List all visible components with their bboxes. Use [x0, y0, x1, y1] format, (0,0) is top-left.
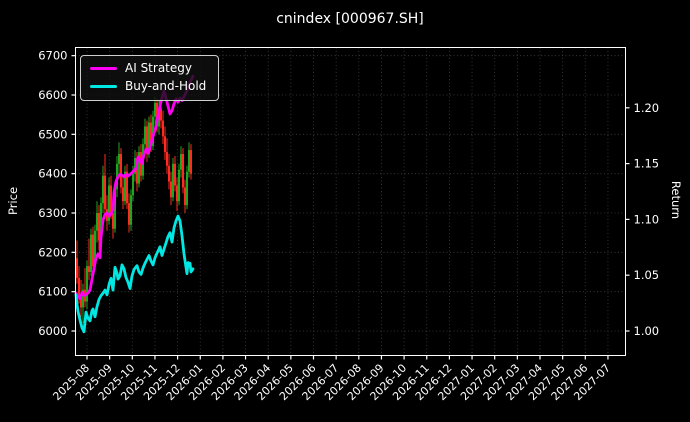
- candle-down: [160, 108, 162, 121]
- plot-border: [75, 47, 626, 356]
- candle-up: [148, 122, 150, 154]
- candle-down: [164, 136, 166, 153]
- y-axis-label-return: Return: [669, 181, 683, 219]
- candle-up: [154, 102, 156, 117]
- candle-up: [114, 189, 116, 229]
- candle-up: [178, 169, 180, 202]
- candle-down: [150, 122, 152, 147]
- candle-up: [96, 213, 98, 231]
- return-tick-label: 1.20: [634, 101, 660, 115]
- return-tick-label: 1.00: [634, 324, 660, 338]
- chart-title: cnindex [000967.SH]: [276, 11, 424, 27]
- candle-up: [134, 157, 136, 174]
- candle-up: [186, 171, 188, 206]
- legend: AI Strategy Buy-and-Hold: [80, 55, 220, 101]
- candle-down: [162, 120, 164, 137]
- candle-up: [94, 230, 96, 267]
- candle-up: [102, 175, 104, 204]
- candle-down: [166, 152, 168, 166]
- candle-up: [124, 171, 126, 202]
- candle-down: [136, 157, 138, 184]
- legend-label-ai-strategy: AI Strategy: [125, 61, 192, 75]
- candle-down: [104, 175, 106, 210]
- candle-down: [98, 213, 100, 241]
- return-tick-label: 1.10: [634, 212, 660, 226]
- candle-down: [126, 171, 128, 204]
- candle-up: [86, 266, 88, 302]
- candle-down: [78, 277, 80, 298]
- candle-up: [82, 289, 84, 308]
- candle-down: [190, 150, 192, 174]
- price-tick-label: 6200: [38, 245, 67, 259]
- legend-label-buy-and-hold: Buy-and-Hold: [125, 79, 207, 93]
- candle-down: [122, 187, 124, 202]
- candle-down: [120, 154, 122, 188]
- candle-down: [170, 181, 172, 198]
- ai-strategy-line-swatch-icon: [90, 67, 117, 70]
- candle-down: [128, 203, 130, 225]
- price-tick-label: 6600: [38, 88, 67, 102]
- candle-down: [76, 258, 78, 278]
- buy-and-hold-line: [74, 214, 195, 334]
- candle-down: [182, 154, 184, 188]
- candle-down: [88, 266, 90, 272]
- candle-down: [176, 185, 178, 202]
- candle-up: [90, 234, 92, 272]
- price-tick-label: 6000: [38, 324, 67, 338]
- candle-down: [146, 126, 148, 154]
- candle-up: [132, 173, 134, 196]
- candle-up: [108, 185, 110, 221]
- legend-item-buy-and-hold: Buy-and-Hold: [90, 79, 206, 94]
- price-tick-label: 6500: [38, 127, 67, 141]
- candle-down: [174, 163, 176, 186]
- candle-down: [112, 213, 114, 229]
- candle-up: [188, 150, 190, 172]
- candle-down: [184, 187, 186, 206]
- y-axis-label-price: Price: [6, 187, 20, 215]
- candle-up: [144, 126, 146, 145]
- candle-up: [172, 163, 174, 198]
- candle-down: [110, 185, 112, 213]
- candle-up: [100, 203, 102, 241]
- candle-down: [80, 297, 82, 308]
- price-tick-label: 6400: [38, 167, 67, 181]
- candle-up: [130, 195, 132, 225]
- candle-up: [138, 152, 140, 184]
- ai-strategy-line: [74, 74, 195, 301]
- price-tick-label: 6700: [38, 49, 67, 63]
- candle-down: [168, 165, 170, 182]
- return-tick-label: 1.05: [634, 268, 660, 282]
- candle-up: [180, 154, 182, 170]
- candle-down: [92, 234, 94, 267]
- price-tick-label: 6100: [38, 285, 67, 299]
- buy-and-hold-line-swatch-icon: [90, 85, 117, 88]
- return-tick-label: 1.15: [634, 157, 660, 171]
- legend-item-ai-strategy: AI Strategy: [90, 61, 206, 76]
- candle-up: [118, 154, 120, 164]
- price-tick-label: 6300: [38, 206, 67, 220]
